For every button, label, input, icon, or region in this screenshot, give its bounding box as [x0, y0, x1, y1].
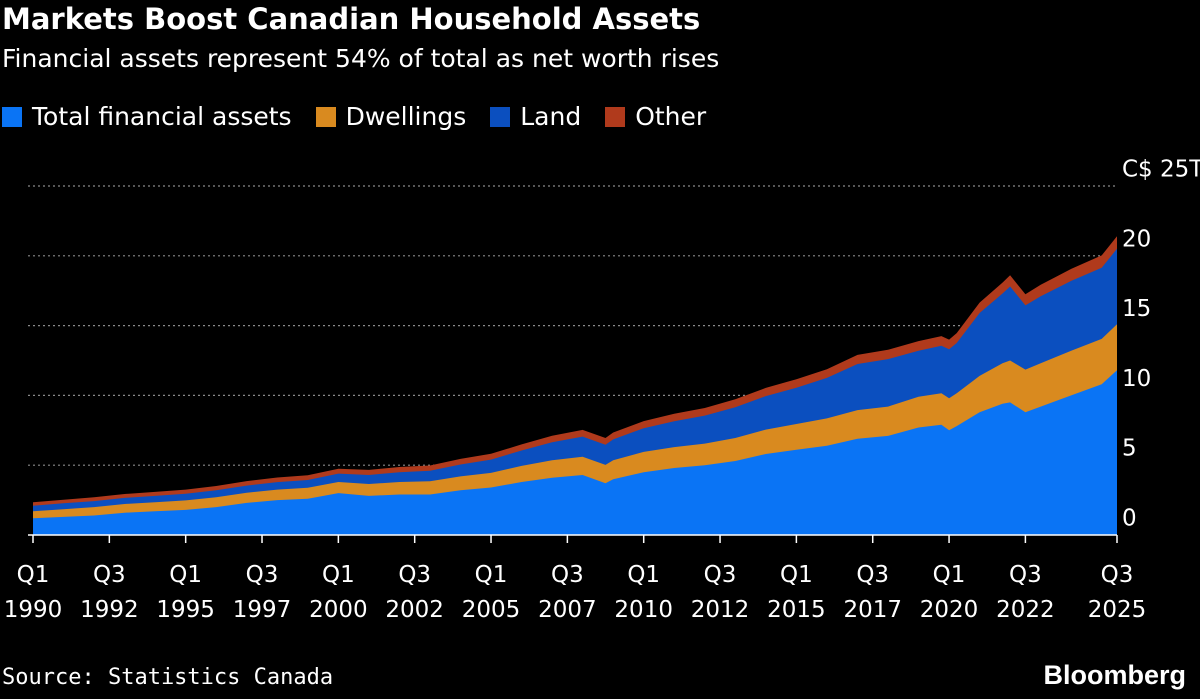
chart-title: Markets Boost Canadian Household Assets [2, 2, 701, 36]
x-tick-quarter-label: Q3 [246, 562, 279, 588]
legend-item-1: Total financial assets [2, 102, 292, 131]
legend-swatch-icon [315, 106, 336, 127]
legend-label: Dwellings [345, 102, 467, 131]
x-tick-year-label: 1992 [80, 597, 139, 623]
legend-swatch-icon [2, 106, 22, 127]
y-tick-label: 10 [1122, 366, 1151, 392]
x-tick-quarter-label: Q3 [856, 562, 889, 588]
x-tick-quarter-label: Q1 [17, 562, 50, 588]
y-tick-label: 20 [1122, 226, 1151, 252]
x-tick-year-label: 1997 [233, 597, 292, 623]
y-tick-label: 5 [1122, 436, 1137, 462]
x-tick-year-label: 2020 [920, 597, 979, 623]
legend-swatch-icon [605, 106, 626, 127]
legend-label: Other [635, 102, 707, 131]
area-series-1 [33, 370, 1117, 535]
x-tick-year-label: 2025 [1088, 597, 1147, 623]
x-tick-year-label: 2005 [462, 597, 521, 623]
x-tick-quarter-label: Q1 [169, 562, 202, 588]
legend-item-3: Land [490, 102, 581, 131]
x-tick-quarter-label: Q1 [933, 562, 966, 588]
x-tick-quarter-label: Q3 [1101, 562, 1134, 588]
chart-subtitle: Financial assets represent 54% of total … [2, 44, 720, 73]
y-tick-label: 0 [1122, 506, 1137, 532]
y-tick-label: C$ 25T [1122, 157, 1200, 183]
x-tick-quarter-label: Q1 [475, 562, 508, 588]
x-tick-year-label: 2012 [691, 597, 750, 623]
x-tick-quarter-label: Q3 [398, 562, 431, 588]
legend-label: Land [520, 102, 582, 131]
x-tick-quarter-label: Q3 [551, 562, 584, 588]
x-tick-year-label: 2017 [843, 597, 902, 623]
x-tick-quarter-label: Q3 [704, 562, 737, 588]
source-note: Source: Statistics Canada [2, 665, 334, 690]
x-tick-quarter-label: Q1 [322, 562, 355, 588]
x-tick-quarter-label: Q3 [1009, 562, 1042, 588]
x-tick-quarter-label: Q1 [780, 562, 813, 588]
x-tick-year-label: 1995 [156, 597, 215, 623]
x-tick-year-label: 2007 [538, 597, 597, 623]
x-tick-year-label: 2010 [614, 597, 673, 623]
x-tick-quarter-label: Q1 [627, 562, 660, 588]
bloomberg-logo: Bloomberg [1043, 660, 1186, 690]
x-tick-year-label: 2022 [996, 597, 1055, 623]
chart-legend: Total financial assets Dwellings Land Other [2, 102, 730, 131]
legend-swatch-icon [490, 106, 511, 127]
x-tick-year-label: 2002 [385, 597, 444, 623]
x-tick-year-label: 2015 [767, 597, 826, 623]
x-tick-year-label: 1990 [4, 597, 63, 623]
x-tick-quarter-label: Q3 [93, 562, 126, 588]
legend-label: Total financial assets [32, 102, 292, 131]
legend-item-4: Other [605, 102, 706, 131]
legend-item-2: Dwellings [315, 102, 467, 131]
y-tick-label: 15 [1122, 296, 1151, 322]
x-tick-year-label: 2000 [309, 597, 368, 623]
